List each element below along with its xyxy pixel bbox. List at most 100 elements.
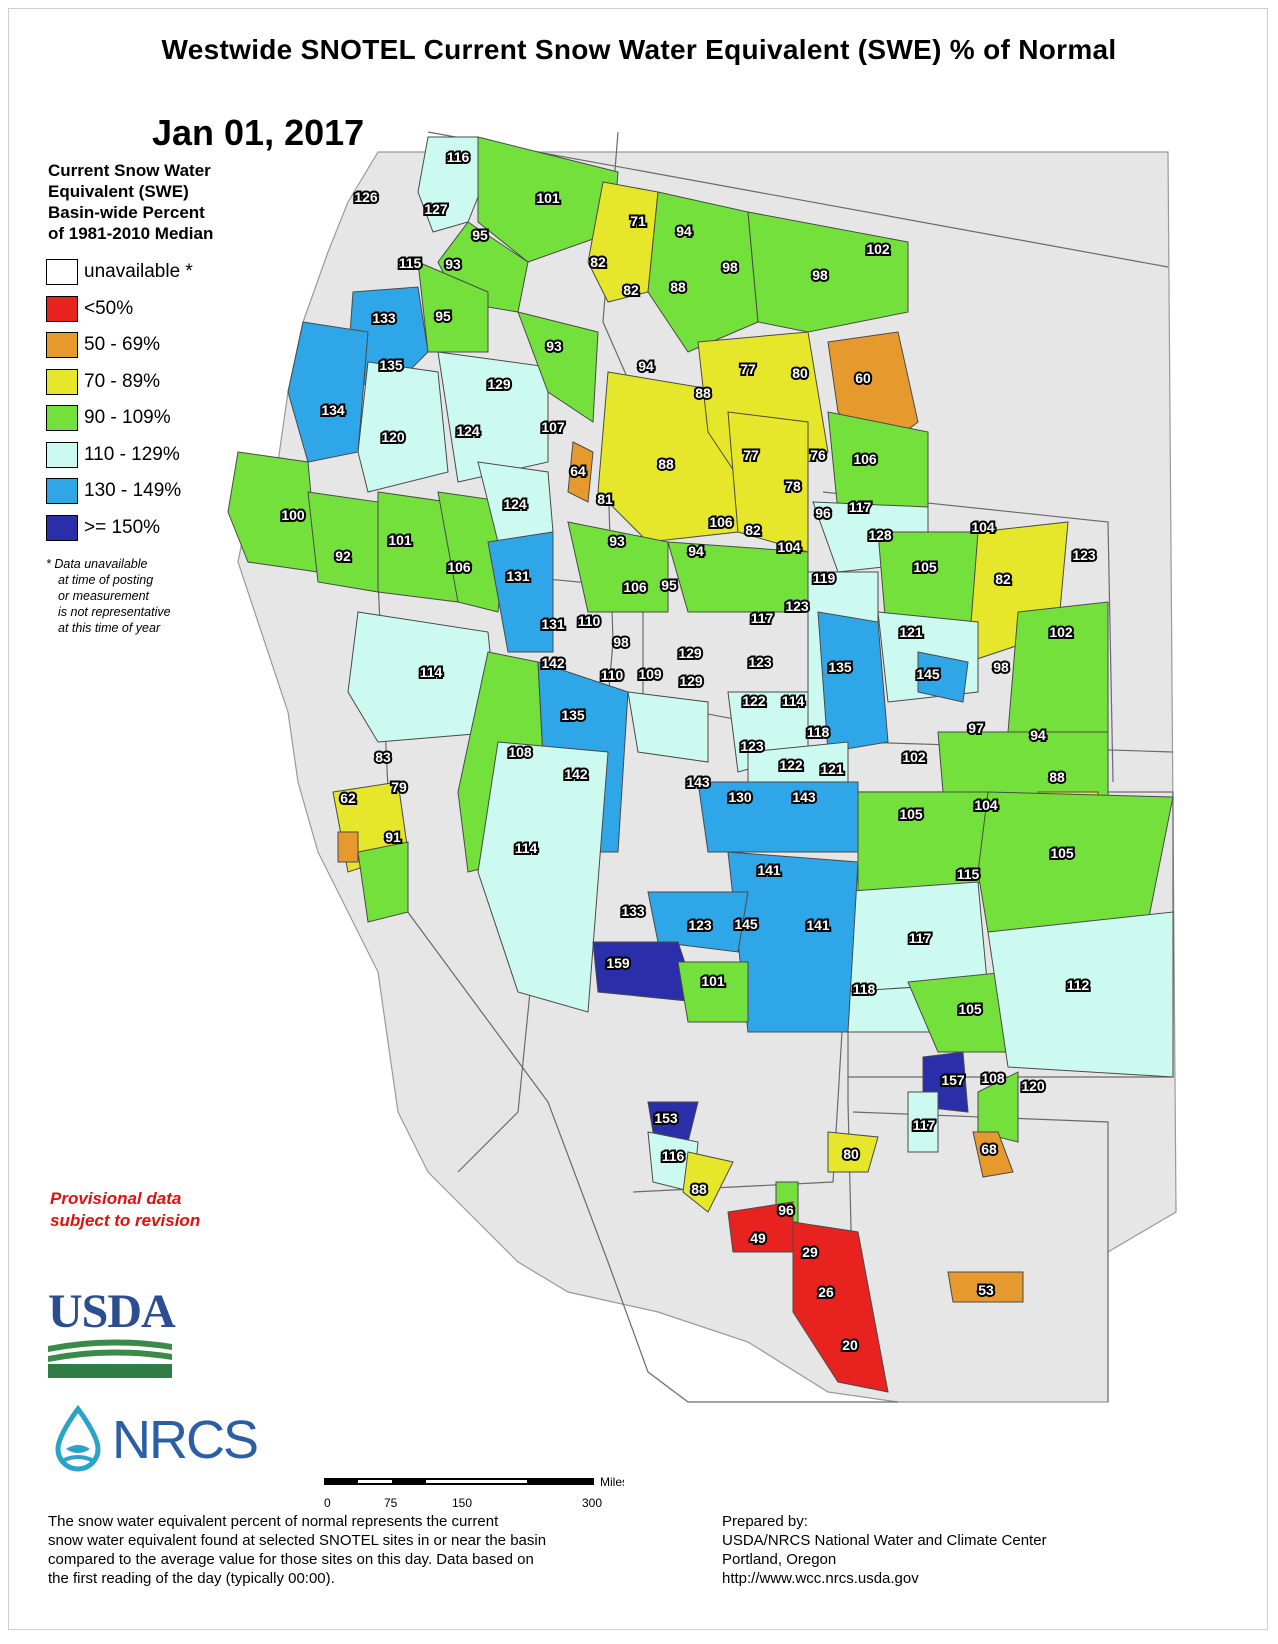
basin-value-label: 71 [630, 213, 646, 229]
legend-item: 130 - 149% [46, 473, 193, 510]
basin-value-label: 143 [686, 774, 710, 790]
basin-value-label: 79 [391, 779, 407, 795]
basin-value-label: 88 [658, 456, 674, 472]
basin-value-label: 123 [748, 654, 772, 670]
scale-tick: 0 [324, 1496, 331, 1510]
basin-value-label: 117 [913, 1117, 936, 1133]
basin-value-label: 88 [691, 1181, 707, 1197]
basin-value-label: 92 [335, 548, 351, 564]
provisional-line: Provisional data [50, 1189, 182, 1208]
basin-value-label: 94 [688, 543, 704, 559]
prepared-by-line[interactable]: http://www.wcc.nrcs.usda.gov [722, 1570, 919, 1587]
basin-value-label: 143 [792, 789, 816, 805]
basin-value-label: 123 [740, 738, 764, 754]
usda-logo-field-icon [48, 1336, 172, 1378]
description-text: The snow water equivalent percent of nor… [48, 1512, 658, 1588]
legend-swatch [46, 259, 78, 286]
basin-value-label: 80 [843, 1146, 859, 1162]
basin-value-label: 114 [782, 693, 805, 709]
legend-item: 50 - 69% [46, 327, 193, 364]
basin-value-label: 102 [902, 749, 926, 765]
basin-value-label: 109 [638, 666, 662, 682]
basin-value-label: 64 [570, 463, 586, 479]
basin-value-label: 114 [515, 840, 538, 856]
scale-tick-labels: 0 75 150 300 [316, 1496, 616, 1512]
scale-bar: Miles [324, 1476, 624, 1489]
legend-swatch [46, 478, 78, 505]
legend-item: 90 - 109% [46, 400, 193, 437]
basin-value-label: 78 [785, 478, 801, 494]
legend-item: 70 - 89% [46, 364, 193, 401]
basin-value-label: 81 [597, 491, 613, 507]
basin-value-label: 102 [1049, 624, 1073, 640]
basin-value-label: 96 [778, 1202, 794, 1218]
basin-value-label: 157 [941, 1072, 965, 1088]
basin-value-label: 98 [812, 267, 828, 283]
basin-value-label: 106 [709, 514, 733, 530]
basin-value-label: 93 [546, 338, 562, 354]
basin-value-label: 29 [802, 1244, 818, 1260]
basin-value-label: 82 [745, 522, 761, 538]
basin-value-label: 133 [372, 310, 396, 326]
legend-swatch [46, 368, 78, 395]
basin-value-label: 88 [670, 279, 686, 295]
basin-value-label: 120 [1021, 1078, 1045, 1094]
basin-value-label: 115 [399, 255, 422, 271]
basin-value-label: 82 [995, 571, 1011, 587]
basin-value-label: 104 [971, 519, 995, 535]
provisional-line: subject to revision [50, 1211, 201, 1230]
basin-value-label: 95 [661, 577, 677, 593]
legend-label: <50% [84, 297, 134, 319]
usda-logo-text: USDA [48, 1285, 176, 1338]
legend-title: Current Snow Water Equivalent (SWE) Basi… [48, 160, 213, 244]
basin-labels: 116 126 127 101 95 71 94 115 93 82 98 98 102 82 88 133 9… [279, 147, 1098, 1355]
basin-value-label: 141 [806, 917, 830, 933]
basin-value-label: 98 [722, 259, 738, 275]
basin-value-label: 129 [487, 376, 511, 392]
basin-value-label: 159 [606, 955, 630, 971]
basin-value-label: 62 [340, 790, 356, 806]
basin-value-label: 128 [868, 527, 892, 543]
basin-value-label: 101 [536, 190, 560, 206]
legend-note: * Data unavailable at time of posting or… [46, 556, 236, 636]
scale-tick: 300 [582, 1496, 603, 1510]
basin-value-label: 118 [853, 981, 876, 997]
basin-value-label: 60 [855, 370, 871, 386]
basin-value-label: 120 [381, 429, 405, 445]
map-date: Jan 01, 2017 [152, 112, 365, 153]
legend-item: 110 - 129% [46, 437, 193, 474]
basin-value-label: 91 [385, 829, 401, 845]
basin-value-label: 123 [785, 598, 809, 614]
legend-label: 70 - 89% [84, 370, 161, 392]
basin-value-label: 129 [678, 645, 702, 661]
basin-value-label: 95 [472, 227, 488, 243]
basin-value-label: 119 [813, 570, 836, 586]
basin-value-label: 80 [792, 365, 808, 381]
legend-label: 50 - 69% [84, 334, 161, 356]
basin-value-label: 97 [968, 720, 984, 736]
scale-tick: 75 [384, 1496, 398, 1510]
basin-value-label: 142 [564, 766, 588, 782]
basin-value-label: 131 [541, 616, 565, 632]
legend-swatch [46, 514, 78, 541]
note-line: or measurement [58, 589, 150, 603]
note-line: is not representative [58, 605, 171, 619]
prepared-by: Prepared by: USDA/NRCS National Water an… [722, 1512, 1122, 1588]
basin-value-label: 133 [621, 903, 645, 919]
basin-shapes [227, 136, 1174, 1393]
legend-item: >= 150% [46, 510, 193, 547]
basin-value-label: 135 [561, 707, 585, 723]
basin-value-label: 135 [379, 357, 403, 373]
legend-title-line: Equivalent (SWE) [48, 182, 189, 201]
figure-frame [8, 8, 1268, 1630]
basin-value-label: 110 [578, 613, 601, 629]
basin-value-label: 104 [974, 797, 998, 813]
basin-value-label: 123 [688, 917, 712, 933]
basin-value-label: 124 [503, 496, 527, 512]
description-line: the first reading of the day (typically … [48, 1570, 335, 1587]
basin-value-label: 131 [506, 568, 530, 584]
water-drop-icon [55, 1405, 101, 1472]
basin-value-label: 108 [508, 744, 532, 760]
nrcs-logo-text: NRCS [112, 1410, 259, 1470]
legend-item: <50% [46, 291, 193, 328]
